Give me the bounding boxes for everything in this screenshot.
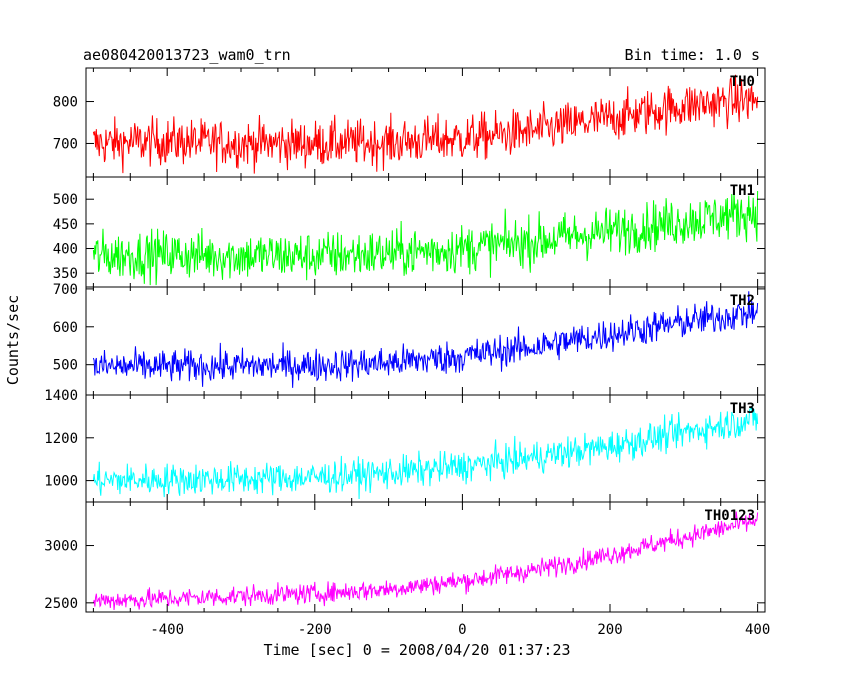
x-tick-label: -400 [150,622,184,638]
series-line-th3 [92,406,759,499]
panel-label-th0123: TH0123 [704,508,755,524]
x-axis-label: Time [sec] 0 = 2008/04/20 01:37:23 [263,641,570,659]
panels-group: 700 800 TH0 350 400 450 500 TH1 500 600 700 TH2 1000… [44,67,770,638]
bin-time-label: Bin time: 1.0 s [625,46,760,64]
series-line-th1 [92,190,759,286]
series-line-th2 [92,291,759,388]
x-tick-label: -200 [298,622,332,638]
x-tick-label: 0 [458,622,466,638]
panel-label-th1: TH1 [730,183,755,199]
series-line-th0123 [92,511,759,610]
y-tick-label: 1000 [44,474,78,490]
y-tick-label: 1200 [44,431,78,447]
panel-label-th2: TH2 [730,293,755,309]
series-line-th0 [92,74,759,174]
y-tick-label: 500 [53,192,78,208]
y-axis-label: Counts/sec [4,295,22,385]
y-tick-label: 600 [53,320,78,336]
y-tick-label: 400 [53,242,78,258]
y-tick-label: 700 [53,282,78,298]
y-tick-label: 3000 [44,539,78,555]
y-tick-label: 2500 [44,596,78,612]
panel-frame-th1 [85,176,766,288]
panel-frame-th2 [85,286,766,396]
x-tick-label: 400 [745,622,770,638]
y-tick-label: 350 [53,266,78,282]
x-tick-label: 200 [597,622,622,638]
panel-label-th3: TH3 [730,401,755,417]
y-tick-label: 500 [53,358,78,374]
panel-label-th0: TH0 [730,74,755,90]
plot-title: ae080420013723_wam0_trn [83,46,291,64]
y-tick-label: 450 [53,217,78,233]
y-tick-label: 1400 [44,388,78,404]
y-tick-label: 800 [53,95,78,111]
y-tick-label: 700 [53,136,78,152]
